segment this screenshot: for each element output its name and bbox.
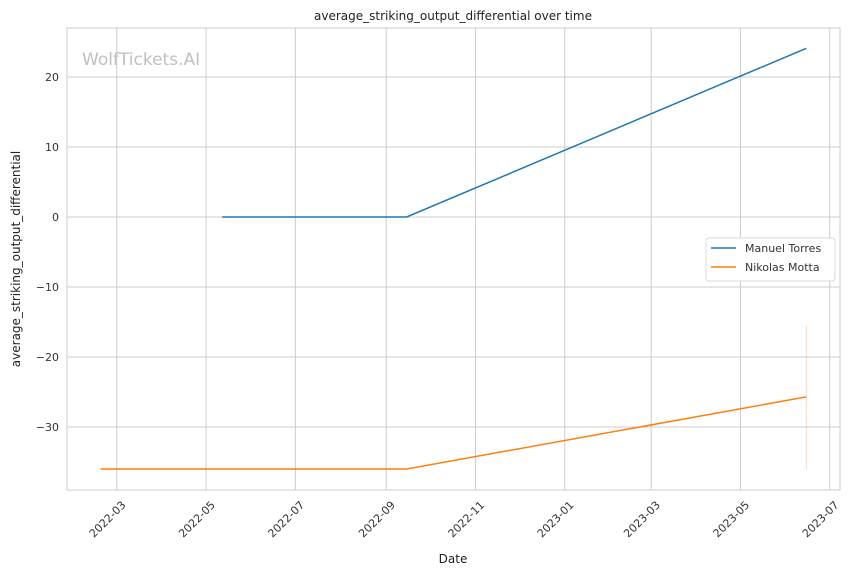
legend: Manuel Torres Nikolas Motta <box>705 237 836 282</box>
x-ticks: 2022-03 2022-05 2022-07 2022-09 2022-11 2023-… <box>87 499 842 541</box>
x-tick-label: 2022-09 <box>356 499 398 541</box>
x-axis-label: Date <box>439 552 468 566</box>
watermark: WolfTickets.AI <box>82 50 200 70</box>
legend-label-nikolas-motta: Nikolas Motta <box>745 261 820 274</box>
grid <box>67 28 840 490</box>
legend-box <box>705 237 836 282</box>
y-tick-label: −10 <box>36 281 59 294</box>
series-group <box>100 47 807 470</box>
y-tick-label: 20 <box>45 71 59 84</box>
line-manuel-torres <box>222 47 807 218</box>
y-tick-label: 10 <box>45 141 59 154</box>
x-tick-label: 2022-07 <box>265 499 307 541</box>
y-axis-label: average_striking_output_differential <box>9 151 23 367</box>
x-tick-label: 2023-03 <box>621 499 663 541</box>
x-tick-label: 2023-07 <box>800 499 842 541</box>
plot-frame <box>66 27 841 491</box>
y-tick-label: 0 <box>52 211 59 224</box>
y-tick-label: −30 <box>36 421 59 434</box>
chart-title: average_striking_output_differential ove… <box>314 9 592 23</box>
y-ticks: −30 −20 −10 0 10 20 <box>36 71 59 434</box>
legend-label-manuel-torres: Manuel Torres <box>745 242 821 255</box>
x-tick-label: 2022-05 <box>176 499 218 541</box>
y-tick-label: −20 <box>36 351 59 364</box>
x-tick-label: 2023-01 <box>535 499 577 541</box>
x-tick-label: 2022-11 <box>446 499 488 541</box>
x-tick-label: 2022-03 <box>87 499 129 541</box>
line-nikolas-motta <box>100 396 807 470</box>
x-tick-label: 2023-05 <box>711 499 753 541</box>
